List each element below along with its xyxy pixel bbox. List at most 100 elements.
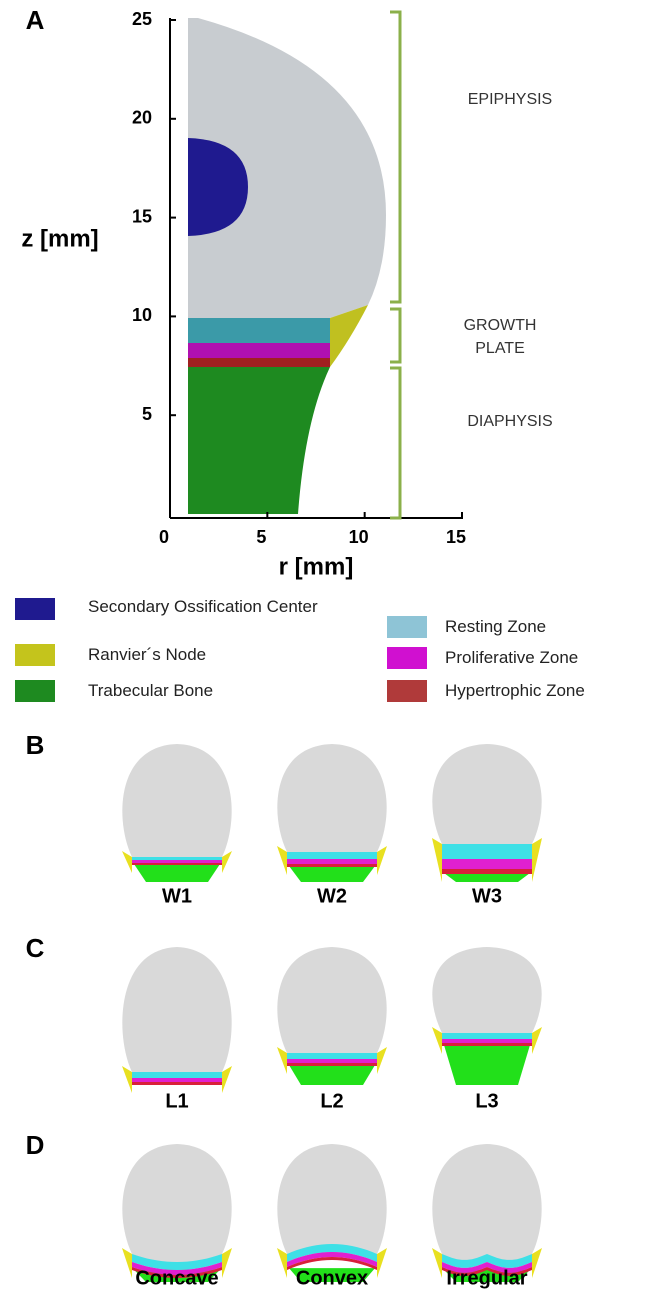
hypertrophic-zone (188, 358, 330, 367)
model-label: Irregular (446, 1267, 527, 1289)
legend-label: Trabecular Bone (88, 680, 328, 701)
proliferative-layer (287, 859, 377, 864)
resting-layer (287, 852, 377, 859)
resting-layer (442, 844, 532, 859)
node (377, 846, 387, 875)
hypertrophic-layer (442, 1043, 532, 1046)
node (122, 1066, 132, 1093)
resting-layer (442, 1033, 532, 1039)
shaft (444, 1045, 530, 1085)
node (377, 1248, 387, 1278)
bone-model (122, 1144, 232, 1282)
y-tick-label: 20 (132, 108, 152, 128)
model-label: Convex (296, 1267, 368, 1289)
model-label: L1 (165, 1090, 188, 1112)
bone-model (432, 744, 542, 882)
model-label: L3 (475, 1090, 498, 1112)
node (432, 838, 442, 882)
hypertrophic-layer (132, 1082, 222, 1085)
bone-model (432, 1144, 542, 1282)
head (122, 1144, 231, 1254)
y-tick-label: 5 (142, 404, 152, 424)
legend-label: Secondary Ossification Center (88, 596, 328, 617)
x-axis-label: r [mm] (279, 553, 354, 580)
panel-label: C (26, 933, 45, 963)
hypertrophic-layer (287, 1063, 377, 1066)
head (432, 947, 541, 1033)
trabecular-bone (188, 367, 330, 514)
proliferative-zone (188, 343, 330, 358)
y-tick-label: 15 (132, 206, 152, 226)
bone-model (122, 947, 232, 1093)
node (532, 1248, 542, 1278)
hypertrophic-layer (442, 869, 532, 874)
legend-swatch (15, 680, 55, 702)
node (532, 1027, 542, 1054)
bone-model (432, 947, 542, 1085)
hypertrophic-layer (132, 863, 222, 865)
x-tick-label: 5 (256, 527, 266, 547)
node (277, 1047, 287, 1074)
node (122, 1248, 132, 1278)
resting-zone (188, 318, 330, 343)
legend-label: Ranvier´s Node (88, 644, 328, 665)
shaft (134, 864, 220, 882)
head (277, 744, 386, 852)
legend-swatch (387, 680, 427, 702)
legend-swatch (15, 644, 55, 666)
model-label: W1 (162, 885, 192, 907)
y-tick-label: 25 (132, 9, 152, 29)
bone-model (277, 744, 387, 882)
resting-layer (132, 1072, 222, 1078)
y-tick-label: 10 (132, 305, 152, 325)
shaft (444, 873, 530, 882)
bone-model (277, 1144, 387, 1282)
node (432, 1248, 442, 1278)
model-label: W2 (317, 885, 347, 907)
node (432, 1027, 442, 1054)
proliferative-layer (132, 860, 222, 863)
node (222, 1066, 232, 1093)
model-label: Concave (135, 1267, 218, 1289)
node (222, 851, 232, 873)
hypertrophic-layer (287, 864, 377, 867)
shaft (289, 1065, 375, 1085)
head (122, 947, 231, 1072)
head (432, 744, 541, 844)
legend-label: Hypertrophic Zone (445, 680, 650, 701)
proliferative-layer (287, 1059, 377, 1063)
head (432, 1144, 541, 1254)
proliferative-layer (442, 859, 532, 869)
resting-layer (132, 857, 222, 860)
legend-swatch (387, 647, 427, 669)
model-label: W3 (472, 885, 502, 907)
page: A z [mm] r [mm] 051015510152025BW1W2W3CL… (0, 0, 650, 1290)
legend-label: Proliferative Zone (445, 647, 650, 668)
bone-model (277, 947, 387, 1085)
node (377, 1047, 387, 1074)
shaft (289, 866, 375, 882)
region-label: DIAPHYSIS (445, 410, 575, 433)
proliferative-layer (132, 1078, 222, 1082)
legend-swatch (15, 598, 55, 620)
region-label: EPIPHYSIS (445, 88, 575, 111)
model-label: L2 (320, 1090, 343, 1112)
x-tick-label: 15 (446, 527, 466, 547)
head (122, 744, 231, 857)
node (277, 1248, 287, 1278)
proliferative-layer (442, 1039, 532, 1043)
node (222, 1248, 232, 1278)
x-tick-label: 0 (159, 527, 169, 547)
panel-label: D (26, 1130, 45, 1160)
node (277, 846, 287, 875)
panel-label: A (26, 5, 45, 35)
bone-model (122, 744, 232, 882)
region-label: GROWTH PLATE (445, 314, 555, 360)
resting-layer (287, 1053, 377, 1059)
head (277, 947, 386, 1053)
y-axis-label: z [mm] (21, 225, 98, 252)
x-tick-label: 10 (349, 527, 369, 547)
legend-label: Resting Zone (445, 616, 650, 637)
brackets (390, 12, 400, 518)
head (277, 1144, 386, 1254)
